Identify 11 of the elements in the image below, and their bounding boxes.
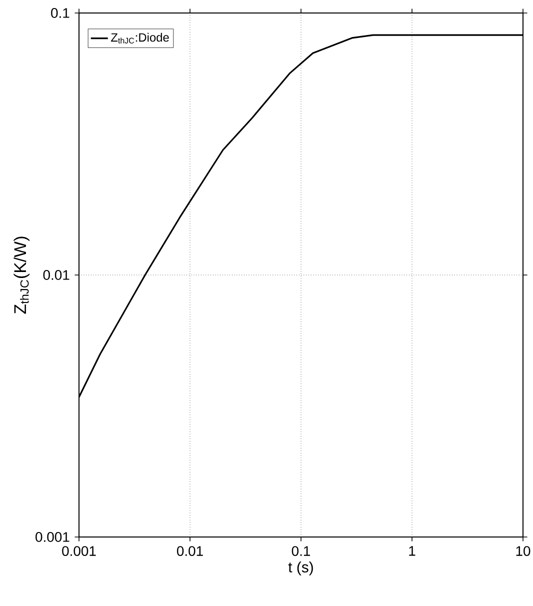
y-tick-label: 0.1 [51,8,70,18]
x-tick-label: 0.1 [292,546,310,556]
x-axis-title: t (s) [288,561,313,576]
legend-label: Z$_{thJC}$:Diode [111,32,169,44]
y-tick-label: 0.01 [43,270,70,280]
x-tick-label: 10 [516,546,530,556]
y-axis-title: Z$_{thJC}$(K/W) [14,236,30,314]
x-tick-label: 0.01 [176,546,203,556]
y-tick-label: 0.001 [36,532,70,542]
x-tick-label: 0.001 [62,546,96,556]
x-tick-label: 1 [409,546,416,556]
